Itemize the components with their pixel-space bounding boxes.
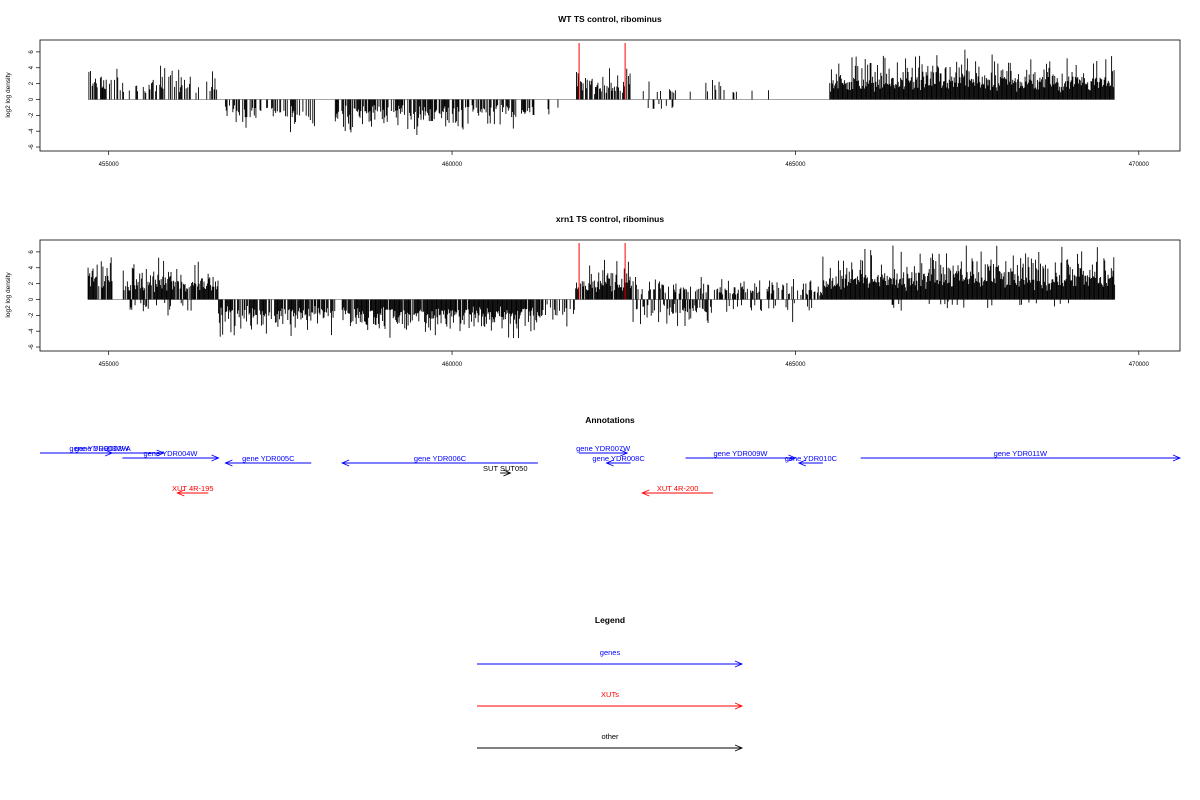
- annotation-feature: gene YDR007W: [576, 444, 631, 457]
- y-tick-label: -4: [29, 328, 35, 334]
- arrow-left-icon: [176, 489, 185, 497]
- x-tick-label: 470000: [1129, 362, 1150, 368]
- feature-label: XUT 4R-200: [657, 484, 699, 493]
- y-tick-label: -2: [29, 112, 35, 118]
- arrow-right-icon: [734, 702, 744, 710]
- x-axis: 455000 460000 465000 470000: [99, 351, 1150, 368]
- x-tick-label: 455000: [99, 362, 120, 368]
- arrow-left-icon: [641, 489, 650, 497]
- track-xrn1: xrn1 TS control, ribominus log2 log dens…: [5, 214, 1181, 368]
- plot-frame: [39, 39, 1181, 152]
- arrow-left-icon: [341, 459, 350, 467]
- y-tick-label: -6: [29, 344, 35, 350]
- annotation-feature: gene YDR004W: [122, 449, 220, 462]
- arrow-right-icon: [734, 660, 744, 668]
- arrow-left-icon: [605, 459, 614, 467]
- x-tick-label: 455000: [99, 162, 120, 168]
- annotation-feature: XUT 4R-195: [172, 484, 214, 497]
- y-tick-label: 0: [29, 97, 35, 101]
- feature-label: gene YDR005C: [242, 454, 295, 463]
- arrow-right-icon: [211, 454, 220, 462]
- legend: Legend genes XUTs other: [477, 615, 744, 752]
- annotation-feature: XUT 4R-200: [641, 484, 714, 497]
- x-tick-label: 460000: [442, 162, 463, 168]
- legend-label: genes: [600, 648, 621, 657]
- arrow-right-icon: [104, 449, 114, 457]
- feature-label: XUT 4R-195: [172, 484, 214, 493]
- y-tick-label: 6: [29, 250, 35, 254]
- annotation-feature: gene YDR010C: [785, 454, 838, 467]
- density-bars: [88, 49, 1115, 135]
- arrow-left-icon: [224, 459, 233, 467]
- y-axis: -6 -4 -2 0 2 4 6: [29, 250, 40, 350]
- arrow-right-icon: [619, 449, 629, 457]
- feature-label: gene YDR003W-A: [69, 444, 130, 453]
- feature-label: gene YDR010C: [785, 454, 838, 463]
- feature-label: SUT SUT050: [483, 464, 527, 473]
- highlight-lines: [578, 243, 626, 300]
- legend-item: genes: [477, 648, 744, 668]
- feature-label: gene YDR002W: [75, 444, 130, 453]
- x-tick-label: 465000: [785, 362, 806, 368]
- x-axis: 455000 460000 465000 470000: [99, 151, 1150, 168]
- y-tick-label: 6: [29, 50, 35, 54]
- x-tick-label: 470000: [1129, 162, 1150, 168]
- highlight-lines: [578, 43, 626, 100]
- track-wt: WT TS control, ribominus log2 log densit…: [5, 14, 1181, 168]
- arrow-right-icon: [156, 449, 165, 457]
- annotation-feature: gene YDR009W: [685, 449, 797, 462]
- feature-label: gene YDR008C: [592, 454, 645, 463]
- y-tick-label: 2: [29, 281, 35, 285]
- annotation-feature: gene YDR011W: [860, 449, 1182, 462]
- arrow-right-icon: [503, 469, 512, 477]
- legend-title: Legend: [595, 615, 625, 625]
- arrow-right-icon: [1172, 454, 1182, 462]
- track-title: xrn1 TS control, ribominus: [556, 214, 664, 224]
- arrow-right-icon: [788, 454, 797, 462]
- arrow-left-icon: [797, 459, 807, 467]
- y-tick-label: 4: [29, 265, 35, 269]
- x-tick-label: 465000: [785, 162, 806, 168]
- x-tick-label: 460000: [442, 362, 463, 368]
- annotations-title: Annotations: [585, 415, 635, 425]
- arrow-right-icon: [734, 744, 744, 752]
- feature-label: gene YDR009W: [713, 449, 768, 458]
- y-axis: -6 -4 -2 0 2 4 6: [29, 50, 40, 150]
- y-tick-label: 0: [29, 297, 35, 301]
- annotation-feature: gene YDR003W-A: [69, 444, 131, 457]
- feature-label: gene YDR011W: [994, 449, 1048, 458]
- y-tick-label: -4: [29, 128, 35, 134]
- annotation-feature: gene YDR005C: [224, 454, 312, 467]
- y-tick-label: -2: [29, 312, 35, 318]
- legend-item: XUTs: [477, 690, 744, 710]
- feature-label: gene YDR006C: [414, 454, 467, 463]
- y-tick-label: 2: [29, 81, 35, 85]
- y-tick-label: 4: [29, 65, 35, 69]
- annotation-feature: SUT SUT050: [483, 464, 528, 477]
- legend-label: XUTs: [601, 690, 619, 699]
- feature-label: gene YDR007W: [576, 444, 631, 453]
- legend-label: other: [601, 732, 619, 741]
- annotation-feature: gene YDR006C: [341, 454, 538, 467]
- legend-item: other: [477, 732, 744, 752]
- y-axis-label: log2 log density: [5, 72, 12, 118]
- track-title: WT TS control, ribominus: [558, 14, 662, 24]
- plot-frame: [39, 239, 1181, 352]
- y-tick-label: -6: [29, 144, 35, 150]
- feature-label: gene YDR004W: [143, 449, 198, 458]
- density-bars: [87, 245, 1116, 339]
- y-axis-label: log2 log density: [5, 272, 12, 318]
- annotation-feature: gene YDR008C: [592, 454, 645, 467]
